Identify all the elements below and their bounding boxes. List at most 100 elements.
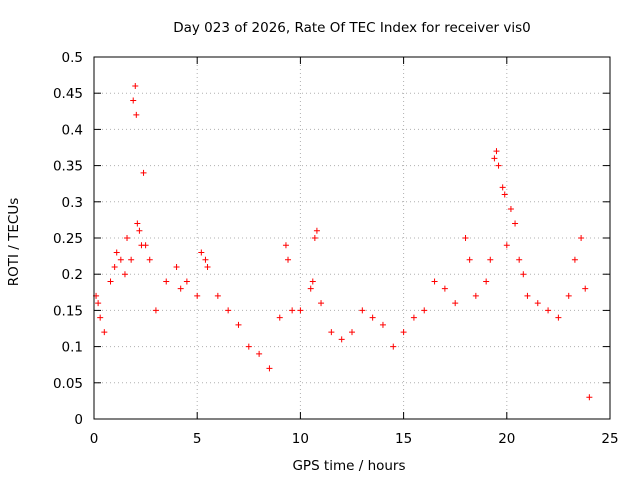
y-tick-label: 0.35	[53, 159, 83, 175]
data-point	[499, 184, 506, 191]
data-point	[491, 155, 498, 162]
data-point	[245, 343, 252, 350]
data-point	[152, 307, 159, 314]
data-point	[483, 278, 490, 285]
data-point	[285, 256, 292, 263]
y-tick-label: 0.25	[53, 231, 83, 247]
data-point	[495, 162, 502, 169]
data-point	[534, 300, 541, 307]
y-tick-label: 0	[74, 412, 83, 428]
y-tick-label: 0.5	[62, 50, 83, 66]
data-point	[466, 256, 473, 263]
data-point	[338, 336, 345, 343]
data-point	[520, 271, 527, 278]
x-tick-label: 15	[395, 431, 412, 447]
data-point	[571, 256, 578, 263]
data-point	[256, 350, 263, 357]
data-point	[565, 292, 572, 299]
data-point	[128, 256, 135, 263]
data-point	[501, 191, 508, 198]
data-point	[578, 235, 585, 241]
data-point	[431, 278, 438, 285]
data-point	[142, 242, 149, 249]
x-tick-label: 10	[292, 431, 309, 447]
data-point	[441, 285, 448, 292]
data-point	[282, 242, 289, 249]
data-point	[309, 278, 316, 285]
data-point	[410, 314, 417, 321]
data-point	[586, 394, 593, 401]
data-point	[452, 300, 459, 307]
data-point	[133, 111, 140, 118]
data-point	[132, 82, 139, 89]
data-point	[107, 278, 114, 285]
data-point	[487, 256, 494, 263]
data-point	[101, 329, 108, 336]
y-tick-label: 0.05	[53, 376, 83, 392]
data-point	[214, 292, 221, 299]
data-point	[183, 278, 190, 285]
data-point	[173, 263, 180, 270]
data-point	[359, 307, 366, 314]
data-point	[198, 249, 205, 256]
points-layer	[93, 82, 593, 401]
data-point	[111, 263, 118, 270]
x-tick-label: 20	[498, 431, 515, 447]
data-point	[507, 206, 514, 213]
data-point	[369, 314, 376, 321]
data-point	[130, 97, 137, 104]
data-point	[95, 300, 102, 307]
data-point	[512, 220, 519, 227]
data-point	[493, 148, 500, 155]
data-point	[97, 314, 104, 321]
data-point	[235, 321, 242, 328]
data-point	[289, 307, 296, 314]
data-point	[177, 285, 184, 292]
data-point	[204, 263, 211, 270]
data-point	[136, 227, 143, 234]
grid-layer	[94, 57, 610, 419]
data-point	[225, 307, 232, 314]
data-point	[266, 365, 273, 372]
data-point	[545, 307, 552, 314]
data-point	[472, 292, 479, 299]
data-point	[134, 220, 141, 227]
chart-title: Day 023 of 2026, Rate Of TEC Index for r…	[173, 20, 531, 36]
data-point	[582, 285, 589, 292]
data-point	[349, 329, 355, 336]
data-point	[311, 235, 318, 241]
y-tick-label: 0.3	[62, 195, 83, 211]
data-point	[140, 169, 147, 176]
data-point	[318, 300, 325, 307]
data-point	[462, 235, 469, 241]
data-point	[503, 242, 510, 249]
data-point	[390, 343, 397, 350]
y-tick-label: 0.45	[53, 86, 83, 102]
x-tick-label: 25	[601, 431, 618, 447]
data-point	[117, 256, 124, 263]
data-point	[202, 256, 209, 263]
data-point	[555, 314, 562, 321]
y-tick-label: 0.2	[62, 267, 83, 283]
data-point	[276, 314, 283, 321]
data-point	[121, 271, 128, 278]
data-point	[307, 285, 314, 292]
data-point	[194, 292, 201, 299]
y-tick-label: 0.4	[62, 122, 83, 138]
data-point	[421, 307, 428, 314]
y-axis-label: ROTI / TECUs	[6, 198, 22, 286]
data-point	[313, 227, 320, 234]
data-point	[516, 256, 523, 263]
data-point	[113, 249, 120, 256]
data-point	[163, 278, 170, 285]
x-axis-label: GPS time / hours	[292, 458, 405, 474]
data-point	[297, 307, 304, 314]
x-tick-label: 5	[193, 431, 202, 447]
data-point	[328, 329, 335, 336]
data-point	[524, 292, 531, 299]
x-tick-label: 0	[90, 431, 99, 447]
y-tick-label: 0.1	[62, 340, 83, 356]
